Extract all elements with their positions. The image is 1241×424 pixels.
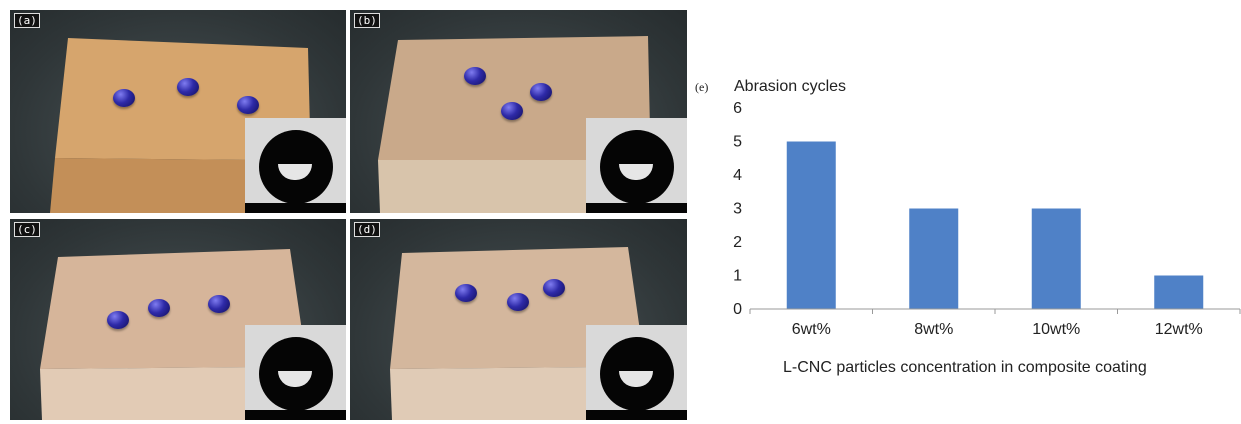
y-tick-label: 0 — [733, 301, 742, 318]
abrasion-bar-chart: (e) Abrasion cycles 0 1 2 3 4 5 6 6wt% 8wt% 10wt… — [695, 78, 1241, 376]
water-droplet — [507, 293, 529, 311]
y-tick-label: 6 — [733, 100, 742, 117]
water-droplet — [237, 96, 259, 114]
y-axis-title: Abrasion cycles — [734, 78, 846, 95]
water-droplet — [177, 78, 199, 96]
bars — [786, 141, 1204, 309]
x-axis: 6wt% 8wt% 10wt% 12wt% — [749, 308, 1241, 338]
photo-panel-d: (d) — [350, 219, 687, 420]
x-tick-label: 6wt% — [792, 321, 831, 338]
y-tick-label: 3 — [733, 201, 742, 218]
bar-6wt% — [786, 141, 836, 309]
water-droplet — [464, 67, 486, 85]
water-droplet — [113, 89, 135, 107]
y-tick-label: 1 — [733, 268, 742, 285]
bar-8wt% — [909, 208, 959, 309]
water-droplet — [208, 295, 230, 313]
x-tick-label: 10wt% — [1032, 321, 1080, 338]
water-droplet — [543, 279, 565, 297]
y-tick-label: 5 — [733, 134, 742, 151]
contact-angle-inset — [586, 118, 687, 213]
water-droplet — [148, 299, 170, 317]
y-axis: 0 1 2 3 4 5 6 — [733, 100, 742, 318]
x-axis-title: L-CNC particles concentration in composi… — [783, 359, 1147, 376]
panel-label: (d) — [354, 222, 380, 237]
chart-panel-label: (e) — [695, 80, 708, 94]
panel-label: (a) — [14, 13, 40, 28]
panel-label: (b) — [354, 13, 380, 28]
y-tick-label: 4 — [733, 167, 742, 184]
photo-panel-a: (a) — [10, 10, 346, 213]
photo-panel-b: (b) — [350, 10, 687, 213]
x-tick-label: 8wt% — [914, 321, 953, 338]
water-droplet — [530, 83, 552, 101]
water-droplet — [107, 311, 129, 329]
bar-10wt% — [1031, 208, 1081, 309]
water-droplet — [501, 102, 523, 120]
x-tick-label: 12wt% — [1155, 321, 1203, 338]
water-droplet — [455, 284, 477, 302]
contact-angle-inset — [245, 118, 346, 213]
bar-12wt% — [1154, 275, 1204, 309]
contact-angle-inset — [586, 325, 687, 420]
photo-panel-c: (c) — [10, 219, 346, 420]
contact-angle-inset — [245, 325, 346, 420]
panel-label: (c) — [14, 222, 40, 237]
y-tick-label: 2 — [733, 234, 742, 251]
